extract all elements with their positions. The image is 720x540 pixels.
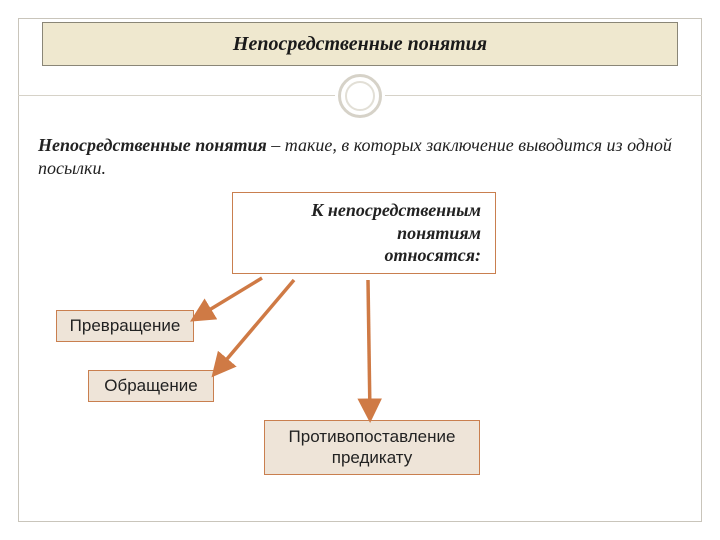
- node-contraposition-line1: Противопоставление: [269, 426, 475, 447]
- node-transformation: Превращение: [56, 310, 194, 342]
- circle-inner-ring: [345, 81, 375, 111]
- main-box-line3: относятся:: [247, 244, 481, 267]
- node-contraposition-line2: предикату: [269, 447, 475, 468]
- main-box-line1: К непосредственным: [247, 199, 481, 222]
- title-text: Непосредственные понятия: [233, 33, 487, 56]
- definition-term: Непосредственные понятия: [38, 135, 267, 155]
- node-transformation-label: Превращение: [70, 316, 181, 335]
- circle-ornament: [338, 74, 382, 118]
- definition-text: Непосредственные понятия – такие, в кото…: [38, 134, 682, 181]
- node-contraposition: Противопоставление предикату: [264, 420, 480, 475]
- node-conversion-label: Обращение: [104, 376, 197, 395]
- main-box-line2: понятиям: [247, 222, 481, 245]
- node-conversion: Обращение: [88, 370, 214, 402]
- main-box: К непосредственным понятиям относятся:: [232, 192, 496, 274]
- title-bar: Непосредственные понятия: [42, 22, 678, 66]
